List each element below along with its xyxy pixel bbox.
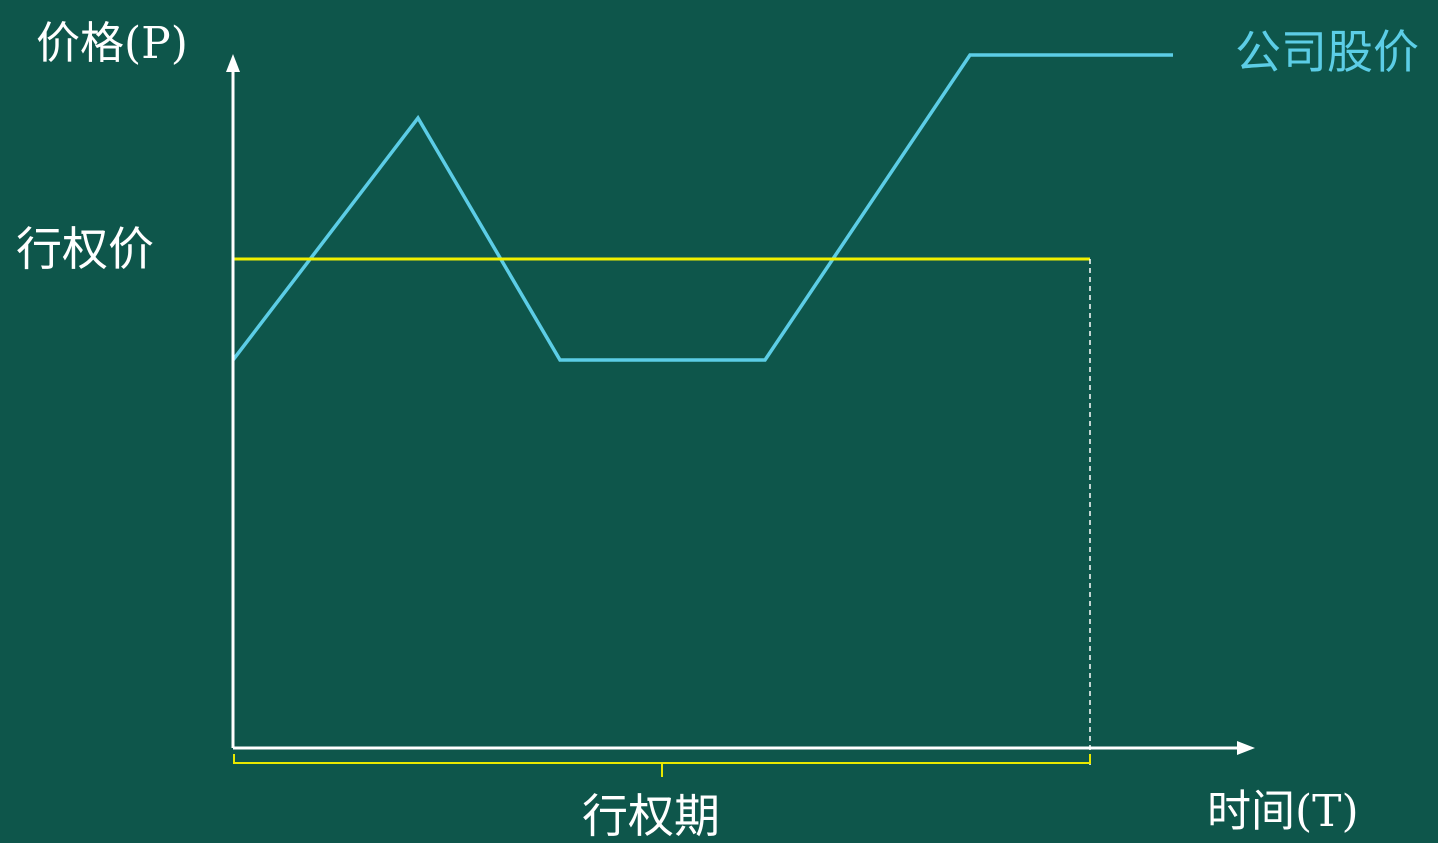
- y-axis-arrowhead: [226, 54, 240, 72]
- x-axis-label: 时间(T): [1207, 786, 1359, 837]
- stock-price-line: [231, 53, 1173, 362]
- x-axis-arrowhead: [1237, 741, 1255, 755]
- stock-price-label: 公司股价: [1235, 25, 1419, 79]
- y-axis-label: 价格(P): [36, 18, 188, 69]
- exercise-period-label: 行权期: [582, 789, 720, 843]
- exercise-period-brace: [233, 754, 1091, 777]
- strike-price-label: 行权价: [16, 222, 154, 276]
